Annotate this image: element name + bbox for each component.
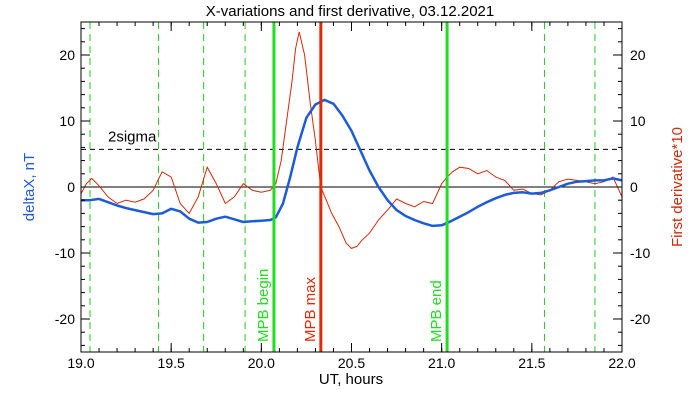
x-tick-label: 19.0	[67, 355, 94, 371]
y-left-tick-label: -10	[55, 245, 75, 261]
x-tick-label: 21.0	[428, 355, 455, 371]
chart-title: X-variations and first derivative, 03.12…	[206, 3, 495, 20]
x-tick-label: 20.0	[248, 355, 275, 371]
y-right-tick-label: 0	[630, 179, 638, 195]
marker-layer: MPB begin MPB max MPB end	[255, 22, 449, 352]
y-right-tick-label: 10	[630, 113, 646, 129]
mpb-begin-label: MPB begin	[255, 269, 272, 342]
x-axis-label: UT, hours	[319, 371, 383, 388]
y-axis-right-label: First derivative*10	[669, 127, 686, 247]
sigma-label: 2sigma	[108, 128, 157, 145]
mpb-max-label: MPB max	[302, 276, 319, 342]
y-right-tick-label: -20	[630, 311, 650, 327]
x-tick-label: 19.5	[158, 355, 185, 371]
y-axis-left-label: deltaX, nT	[21, 153, 38, 221]
axes: 19.0 19.5 20.0 20.5 21.0 21.5 22.0 -20 -20 -10 -10…	[55, 22, 650, 371]
y-left-tick-label: 20	[59, 47, 75, 63]
deltax-series-line	[81, 98, 623, 228]
series-layer	[80, 31, 623, 249]
x-tick-label: 21.5	[518, 355, 545, 371]
y-right-tick-label: -10	[630, 245, 650, 261]
y-left-tick-label: -20	[55, 311, 75, 327]
x-tick-label: 20.5	[338, 355, 365, 371]
y-right-tick-label: 20	[630, 47, 646, 63]
mpb-end-label: MPB end	[428, 280, 445, 342]
x-tick-label: 22.0	[608, 355, 635, 371]
reference-lines: 2sigma	[81, 22, 622, 352]
y-left-tick-label: 10	[59, 113, 75, 129]
y-left-tick-label: 0	[67, 179, 75, 195]
derivative-series-line	[80, 31, 623, 249]
